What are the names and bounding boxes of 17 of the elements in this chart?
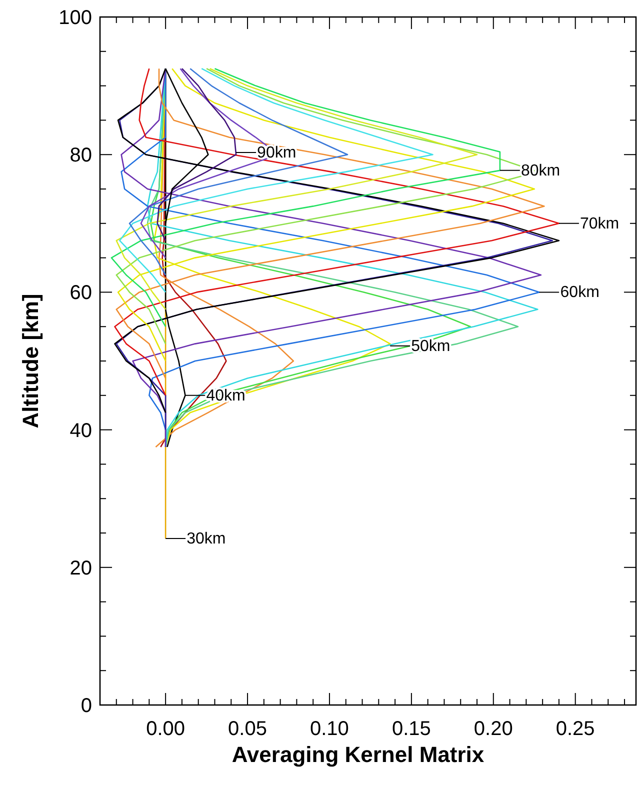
y-tick-label: 0 (80, 695, 92, 717)
y-axis-title: Altitude [km] (18, 294, 43, 428)
y-tick-label: 40 (70, 420, 92, 442)
annotation: 70km (580, 215, 620, 232)
y-tick-label: 60 (70, 282, 92, 304)
y-tick-label: 80 (70, 144, 92, 167)
x-tick-label: 0.00 (146, 718, 186, 740)
annotation: 60km (560, 284, 600, 302)
x-tick-label: 0.05 (228, 718, 267, 740)
x-tick-label: 0.25 (556, 718, 595, 740)
x-tick-label: 0.10 (310, 718, 349, 740)
x-tick-label: 0.15 (392, 718, 431, 740)
x-axis-title: Averaging Kernel Matrix (232, 742, 485, 767)
y-tick-label: 20 (70, 557, 92, 580)
x-tick-label: 0.20 (474, 718, 513, 740)
annotation: 30km (186, 530, 226, 548)
y-tick-label: 100 (58, 7, 92, 29)
